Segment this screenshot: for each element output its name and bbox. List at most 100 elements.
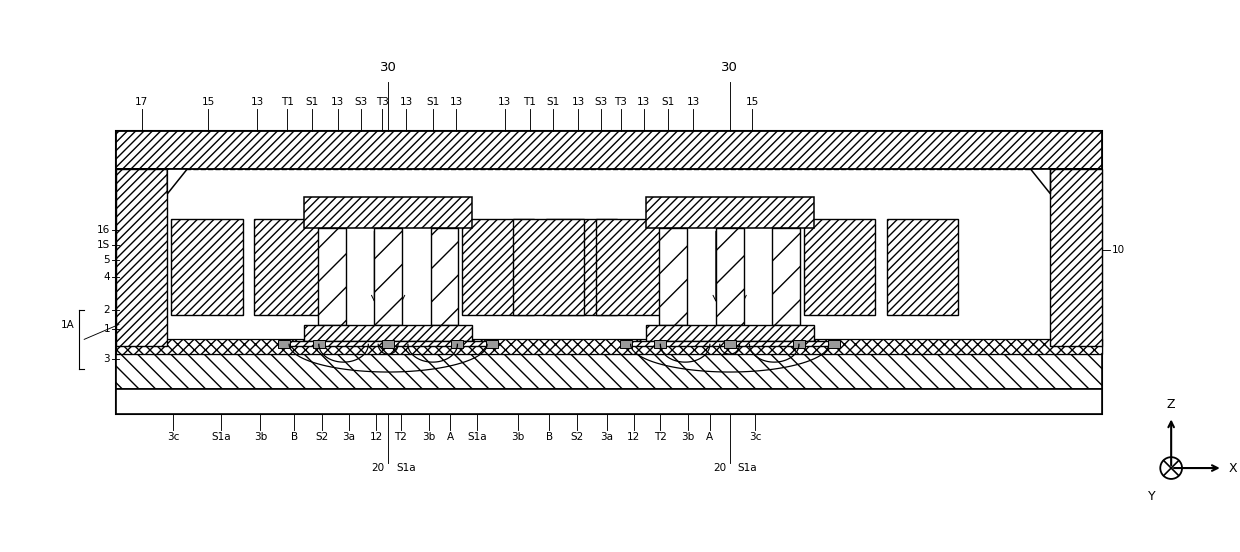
Text: 13: 13 bbox=[250, 97, 264, 107]
Text: 4: 4 bbox=[103, 272, 110, 282]
Bar bbox=[463, 219, 533, 315]
Bar bbox=[115, 339, 1102, 354]
Text: Z: Z bbox=[1167, 397, 1176, 411]
Text: 3a: 3a bbox=[600, 432, 614, 442]
Bar bbox=[715, 229, 744, 325]
Text: X: X bbox=[1229, 461, 1238, 475]
Bar bbox=[171, 219, 243, 315]
Bar bbox=[115, 131, 1102, 413]
Text: 17: 17 bbox=[135, 97, 149, 107]
Text: 20: 20 bbox=[713, 463, 727, 473]
Bar bbox=[724, 341, 735, 348]
Text: Y: Y bbox=[1147, 490, 1156, 503]
Bar bbox=[254, 219, 326, 315]
Text: S1: S1 bbox=[547, 97, 560, 107]
Text: T2: T2 bbox=[653, 432, 667, 442]
Bar bbox=[804, 219, 875, 315]
Bar bbox=[660, 229, 687, 325]
Text: 1S: 1S bbox=[97, 240, 110, 250]
Text: 13: 13 bbox=[687, 97, 699, 107]
Bar bbox=[513, 219, 584, 315]
Text: 13: 13 bbox=[637, 97, 650, 107]
Text: S3: S3 bbox=[594, 97, 608, 107]
Text: 1A: 1A bbox=[61, 320, 74, 330]
Text: S1: S1 bbox=[427, 97, 439, 107]
Text: 2: 2 bbox=[103, 305, 110, 315]
Text: 12: 12 bbox=[370, 432, 383, 442]
Text: 20: 20 bbox=[372, 463, 384, 473]
Text: S1: S1 bbox=[305, 97, 319, 107]
Text: S3: S3 bbox=[355, 97, 368, 107]
Bar bbox=[430, 229, 459, 325]
Text: 3b: 3b bbox=[254, 432, 267, 442]
Text: 12: 12 bbox=[627, 432, 640, 442]
Text: 16: 16 bbox=[97, 225, 110, 236]
Text: 5: 5 bbox=[103, 255, 110, 265]
Bar bbox=[794, 341, 805, 348]
Text: 10: 10 bbox=[1112, 245, 1125, 255]
Text: S1a: S1a bbox=[467, 432, 487, 442]
Text: 15: 15 bbox=[201, 97, 215, 107]
Bar bbox=[486, 341, 498, 348]
Bar bbox=[620, 341, 631, 348]
Bar bbox=[646, 197, 813, 229]
Text: S1a: S1a bbox=[738, 463, 758, 473]
Text: 3b: 3b bbox=[682, 432, 694, 442]
Bar bbox=[278, 341, 290, 348]
Bar bbox=[115, 169, 167, 346]
Text: T2: T2 bbox=[394, 432, 408, 442]
Text: 13: 13 bbox=[498, 97, 512, 107]
Text: 30: 30 bbox=[379, 61, 397, 74]
Text: 3a: 3a bbox=[342, 432, 355, 442]
Bar bbox=[312, 341, 325, 348]
Text: A: A bbox=[446, 432, 454, 442]
Bar bbox=[631, 341, 828, 346]
Text: B: B bbox=[546, 432, 553, 442]
Text: T3: T3 bbox=[376, 97, 388, 107]
Text: 13: 13 bbox=[450, 97, 463, 107]
Text: S1a: S1a bbox=[211, 432, 231, 442]
Bar bbox=[827, 341, 839, 348]
Bar bbox=[134, 169, 1084, 354]
Bar bbox=[546, 219, 616, 315]
Bar bbox=[646, 325, 813, 341]
Text: 1: 1 bbox=[103, 325, 110, 335]
Bar bbox=[773, 229, 800, 325]
Bar bbox=[596, 219, 667, 315]
Text: 3b: 3b bbox=[422, 432, 435, 442]
Text: A: A bbox=[707, 432, 713, 442]
Text: T3: T3 bbox=[614, 97, 627, 107]
Bar bbox=[115, 131, 1102, 169]
Bar bbox=[1050, 169, 1102, 346]
Bar bbox=[374, 229, 402, 325]
Text: 3c: 3c bbox=[749, 432, 761, 442]
Bar bbox=[304, 197, 472, 229]
Text: 13: 13 bbox=[399, 97, 413, 107]
Polygon shape bbox=[1030, 169, 1102, 194]
Bar bbox=[887, 219, 959, 315]
Bar bbox=[382, 341, 394, 348]
Text: S1: S1 bbox=[662, 97, 675, 107]
Bar bbox=[451, 341, 464, 348]
Bar bbox=[115, 346, 1102, 354]
Text: B: B bbox=[290, 432, 298, 442]
Bar bbox=[304, 325, 472, 341]
Text: S2: S2 bbox=[570, 432, 584, 442]
Bar bbox=[115, 389, 1102, 413]
Text: 3b: 3b bbox=[511, 432, 525, 442]
Bar bbox=[289, 341, 487, 346]
Text: 13: 13 bbox=[331, 97, 345, 107]
Bar bbox=[317, 229, 346, 325]
Polygon shape bbox=[115, 169, 187, 194]
Text: T1: T1 bbox=[280, 97, 294, 107]
Bar bbox=[655, 341, 666, 348]
Text: S1a: S1a bbox=[396, 463, 415, 473]
Bar bbox=[115, 354, 1102, 389]
Text: 3c: 3c bbox=[167, 432, 180, 442]
Text: 15: 15 bbox=[745, 97, 759, 107]
Text: S2: S2 bbox=[315, 432, 329, 442]
Text: 3: 3 bbox=[103, 354, 110, 364]
Text: 30: 30 bbox=[722, 61, 738, 74]
Text: 13: 13 bbox=[572, 97, 585, 107]
Text: T1: T1 bbox=[523, 97, 536, 107]
